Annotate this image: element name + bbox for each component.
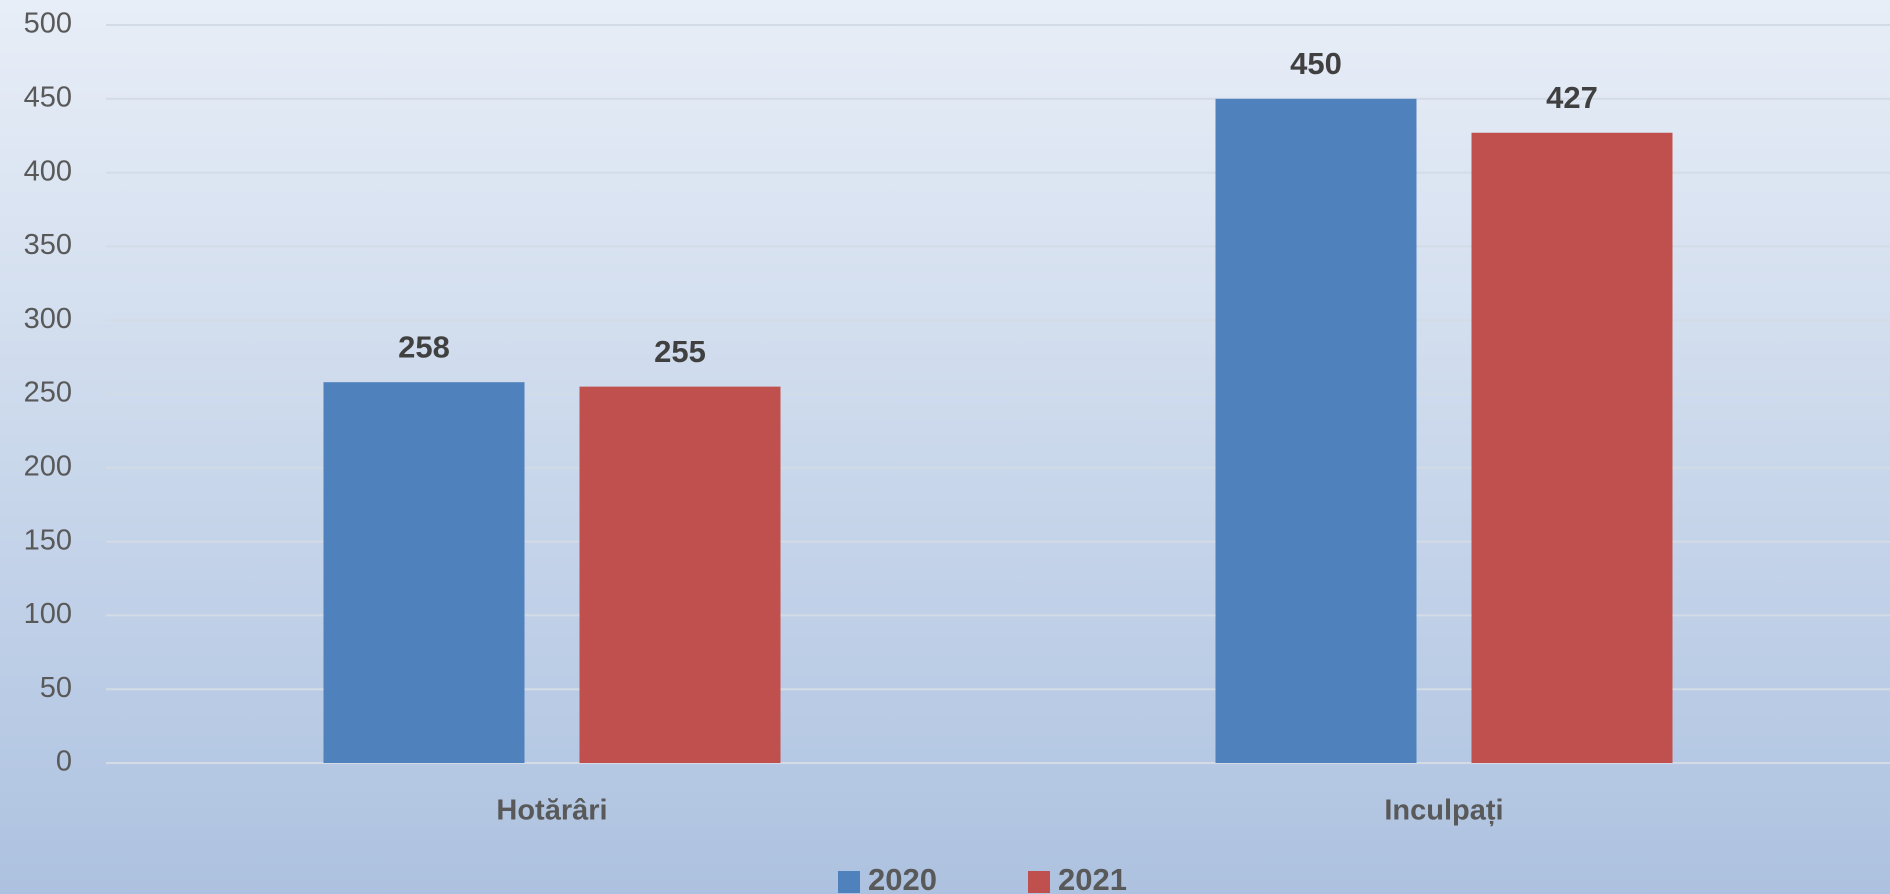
y-tick-label: 300 <box>24 303 72 335</box>
data-label: 450 <box>1290 46 1342 81</box>
y-tick-label: 50 <box>40 672 72 704</box>
bar <box>579 386 781 763</box>
y-tick-label: 500 <box>24 8 72 40</box>
legend-swatch <box>838 871 860 893</box>
data-label: 255 <box>654 334 706 369</box>
bar <box>1215 98 1417 764</box>
y-tick-label: 0 <box>56 746 72 778</box>
y-tick-label: 100 <box>24 598 72 630</box>
data-label: 427 <box>1546 80 1598 115</box>
y-tick-label: 250 <box>24 377 72 409</box>
y-tick-label: 350 <box>24 229 72 261</box>
y-tick-label: 400 <box>24 155 72 187</box>
y-tick-label: 200 <box>24 450 72 482</box>
legend-label: 2021 <box>1058 862 1127 894</box>
x-tick-label: Hotărâri <box>496 795 607 827</box>
legend-label: 2020 <box>868 862 937 894</box>
x-tick-label: Inculpați <box>1384 795 1503 827</box>
legend-swatch <box>1028 871 1050 893</box>
bar <box>323 382 525 763</box>
data-label: 258 <box>398 329 450 364</box>
y-tick-label: 450 <box>24 81 72 113</box>
bar <box>1471 132 1673 764</box>
y-tick-label: 150 <box>24 524 72 556</box>
